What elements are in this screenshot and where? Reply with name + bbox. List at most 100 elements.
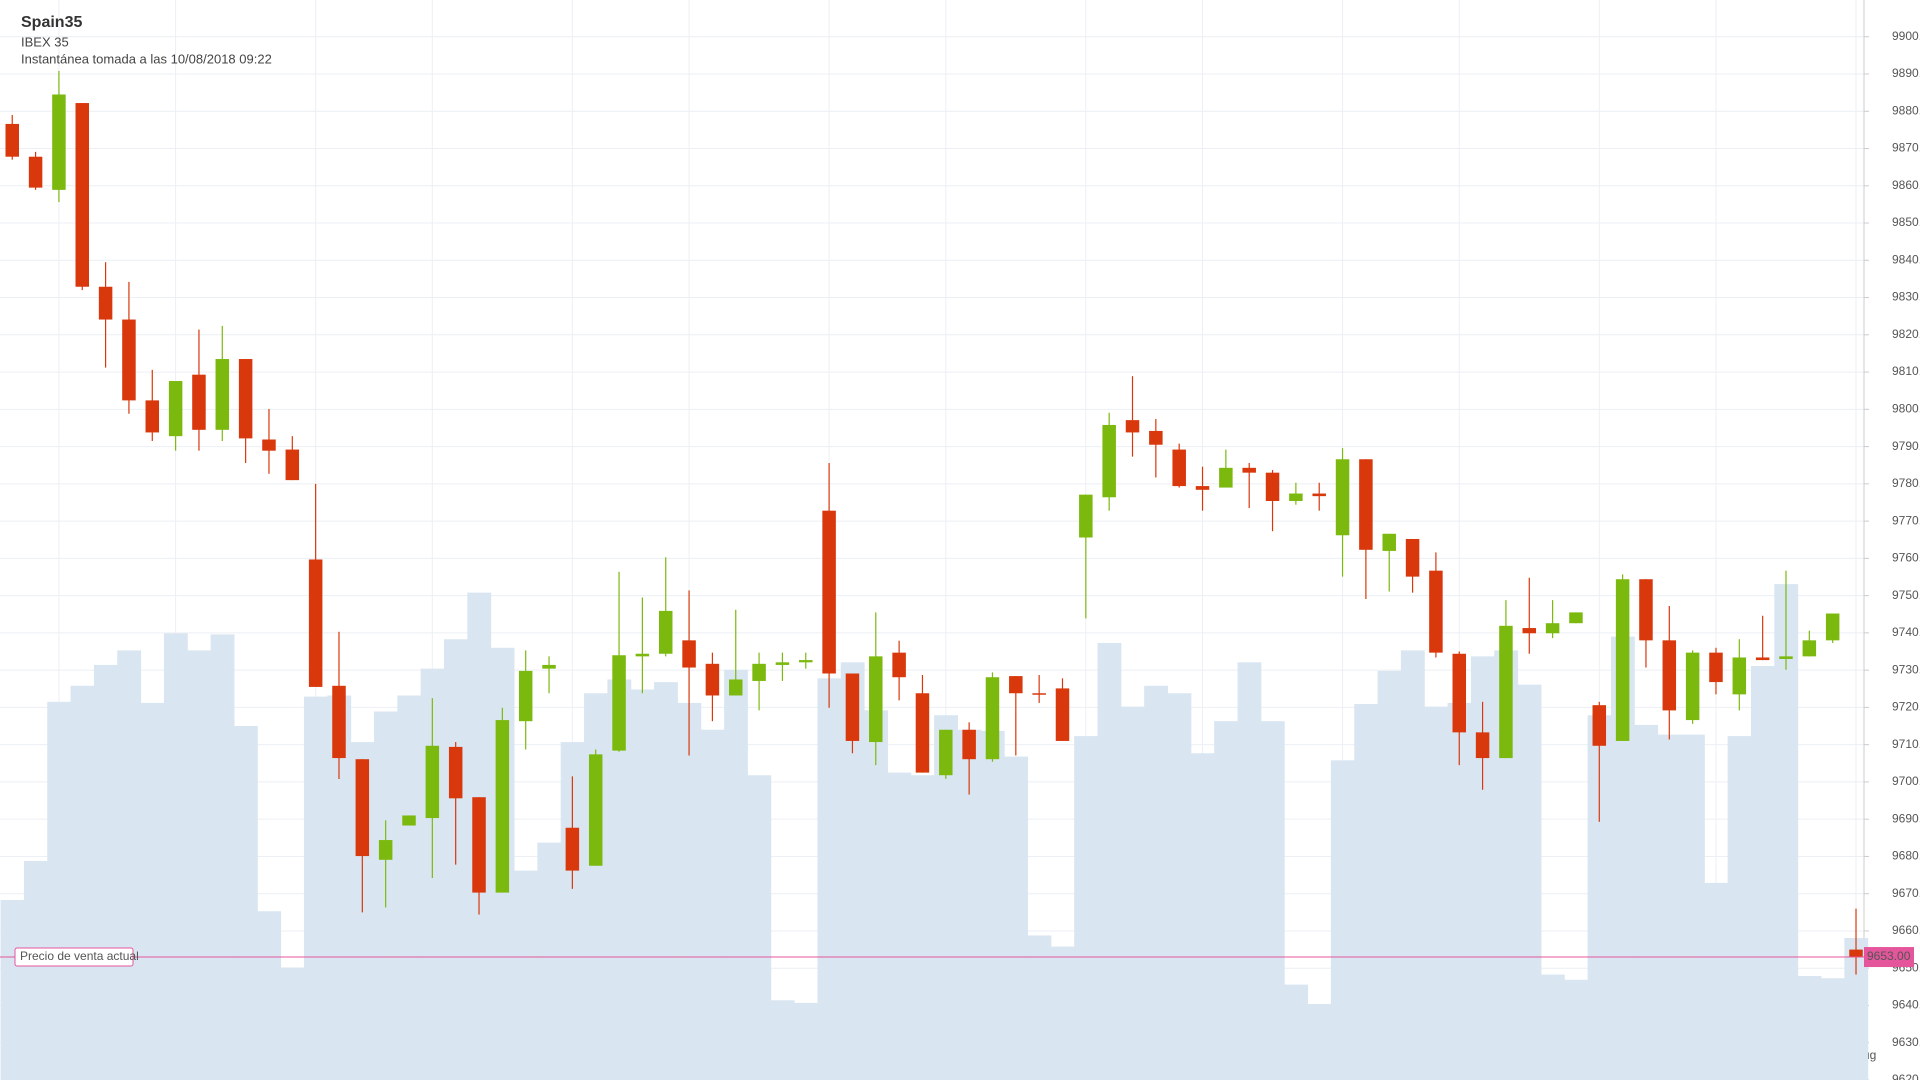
y-tick-label: 9630.00 bbox=[1892, 1035, 1920, 1049]
candle-body bbox=[1499, 625, 1513, 759]
volume-bar bbox=[957, 729, 982, 1080]
candle-body bbox=[1125, 420, 1140, 433]
candle-body bbox=[308, 559, 323, 687]
overlay: Precio de venta actual 9653.00 bbox=[0, 947, 1914, 968]
volume-bar bbox=[654, 682, 678, 1080]
volume-bar bbox=[677, 702, 702, 1080]
candle-body bbox=[915, 693, 930, 773]
volume-bar bbox=[630, 689, 655, 1080]
candle-body bbox=[1755, 657, 1770, 661]
y-tick-label: 9870.00 bbox=[1892, 141, 1920, 155]
candle-body bbox=[775, 662, 790, 665]
snapshot-note: Instantánea tomada a las 10/08/2018 09:2… bbox=[21, 51, 272, 66]
volume-bar bbox=[1610, 636, 1635, 1080]
candle-body bbox=[1032, 693, 1046, 695]
candle-body bbox=[1802, 640, 1817, 657]
candle-body bbox=[285, 449, 300, 481]
candle-body bbox=[542, 664, 556, 669]
candle-body bbox=[1662, 640, 1677, 711]
candle-body bbox=[145, 400, 160, 433]
volume-bar bbox=[817, 678, 842, 1080]
candle-body bbox=[1685, 652, 1700, 721]
candle-body bbox=[98, 286, 113, 320]
volume-bar bbox=[1307, 1003, 1332, 1080]
candle-body bbox=[728, 679, 743, 696]
volume-bar bbox=[1704, 882, 1729, 1080]
candle-body bbox=[1545, 623, 1560, 634]
y-tick-label: 9750.00 bbox=[1892, 588, 1920, 602]
volume-bar bbox=[1774, 584, 1799, 1080]
volume-bar bbox=[1050, 946, 1075, 1080]
current-price-label: Precio de venta actual bbox=[20, 949, 139, 963]
volume-bar bbox=[1634, 724, 1659, 1080]
chart-subtitle: IBEX 35 bbox=[21, 34, 69, 49]
candle-body bbox=[1312, 493, 1326, 497]
candle-body bbox=[1149, 430, 1163, 445]
volume-bar bbox=[560, 742, 585, 1080]
volume-bar bbox=[1821, 978, 1845, 1080]
volume-bar bbox=[280, 967, 305, 1080]
volume-bar bbox=[1400, 650, 1425, 1080]
candle-body bbox=[1009, 676, 1023, 694]
volume-bar bbox=[1424, 706, 1449, 1080]
y-tick-label: 9800.00 bbox=[1892, 402, 1920, 416]
candle-body bbox=[1405, 538, 1420, 577]
candle-body bbox=[215, 359, 230, 430]
volume-bar bbox=[327, 695, 352, 1080]
candle-body bbox=[985, 677, 1000, 760]
volume-bar bbox=[1447, 702, 1472, 1080]
candle-body bbox=[75, 103, 90, 287]
volume-bar bbox=[1377, 670, 1402, 1080]
candle-body bbox=[588, 754, 603, 866]
volume-bar bbox=[1074, 736, 1098, 1080]
y-tick-label: 9860.00 bbox=[1892, 178, 1920, 192]
y-tick-label: 9770.00 bbox=[1892, 513, 1920, 527]
volume-bar bbox=[1214, 721, 1239, 1080]
candle-body bbox=[1475, 732, 1490, 759]
volume-bar bbox=[1237, 662, 1262, 1080]
volume-bar bbox=[1284, 984, 1309, 1080]
candle-body bbox=[1055, 688, 1070, 741]
candle-body bbox=[658, 610, 673, 654]
volume-bar bbox=[1844, 938, 1869, 1080]
candle-body bbox=[1242, 467, 1256, 473]
candle-body bbox=[1102, 424, 1116, 498]
candle-body bbox=[705, 663, 720, 696]
candle-body bbox=[962, 729, 976, 760]
candle-body bbox=[682, 640, 696, 668]
volume-bar bbox=[47, 701, 72, 1080]
y-tick-label: 9830.00 bbox=[1892, 290, 1920, 304]
candle-body bbox=[122, 319, 136, 401]
volume-bar bbox=[747, 775, 772, 1080]
y-tick-label: 9850.00 bbox=[1892, 215, 1920, 229]
candle-body bbox=[1429, 570, 1443, 653]
volume-bar bbox=[1680, 734, 1705, 1080]
volume-bar bbox=[1144, 685, 1169, 1080]
volume-bar bbox=[93, 664, 118, 1080]
y-tick-label: 9670.00 bbox=[1892, 886, 1920, 900]
candle-body bbox=[238, 359, 253, 439]
volume-bar bbox=[257, 911, 282, 1080]
volume-bar bbox=[70, 685, 95, 1080]
volume-bar bbox=[1004, 756, 1028, 1080]
candle-body bbox=[1732, 657, 1747, 695]
volume-bar bbox=[233, 726, 258, 1080]
candle-body bbox=[5, 123, 19, 157]
candle-body bbox=[892, 652, 906, 678]
candle-body bbox=[472, 797, 486, 893]
candle-body bbox=[518, 670, 533, 722]
volume-bar bbox=[980, 730, 1005, 1080]
candle-body bbox=[565, 827, 580, 871]
volume-bar bbox=[864, 710, 888, 1080]
candle-body bbox=[1849, 949, 1863, 958]
volume-bar bbox=[1354, 704, 1379, 1080]
volume-bar bbox=[794, 1002, 818, 1080]
volume-bar bbox=[770, 1000, 795, 1080]
candle-body bbox=[1639, 579, 1653, 641]
candle-body bbox=[28, 156, 43, 188]
volume-bar bbox=[1517, 684, 1542, 1080]
candle-body bbox=[332, 685, 346, 759]
volume-bar bbox=[1470, 656, 1495, 1080]
y-tick-label: 9690.00 bbox=[1892, 811, 1920, 825]
